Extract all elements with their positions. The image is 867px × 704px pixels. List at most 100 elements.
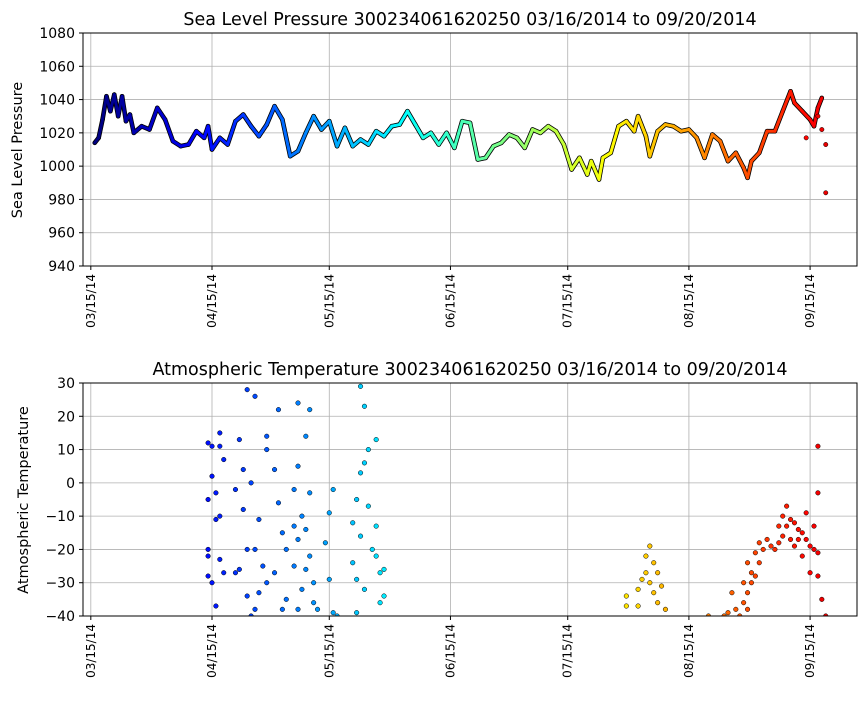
temperature-point: [361, 403, 368, 409]
temperature-point: [784, 523, 790, 529]
temperature-point: [748, 580, 755, 586]
temperature-point: [373, 523, 379, 529]
y-tick-label: 1080: [39, 26, 75, 42]
pressure-segment: [648, 129, 660, 158]
pressure-segment: [644, 134, 652, 158]
pressure-segment: [687, 128, 699, 140]
pressure-segment: [445, 131, 456, 150]
temperature-point: [651, 590, 657, 596]
pressure-segment: [562, 143, 574, 171]
temperature-point: [354, 496, 360, 503]
temperature-point: [205, 546, 211, 552]
pressure-segment: [577, 156, 589, 176]
pressure-segment: [163, 118, 175, 143]
temperature-point: [655, 600, 661, 606]
pressure-segment: [484, 144, 495, 160]
temperature-point: [252, 393, 258, 399]
temperature-point: [357, 470, 364, 476]
pressure-segment: [546, 124, 558, 133]
pressure-segment: [288, 149, 300, 158]
x-tick-label: 07/15/14: [561, 624, 575, 678]
temperature-point: [217, 430, 223, 436]
temperature-point: [291, 523, 297, 529]
pressure-segment: [656, 123, 667, 133]
y-tick-label: −40: [45, 609, 75, 625]
temperature-point: [205, 553, 211, 559]
pressure-segment: [538, 124, 550, 135]
temperature-point: [764, 536, 770, 542]
x-tick-label: 03/15/14: [84, 624, 98, 678]
temperature-point: [291, 563, 297, 569]
temperature-point: [236, 566, 242, 572]
pressure-segment: [218, 136, 230, 147]
temperature-point: [639, 576, 645, 582]
temperature-point: [643, 570, 649, 576]
pressure-segment: [273, 104, 284, 122]
pressure-segment: [636, 114, 648, 138]
temperature-point: [791, 543, 798, 549]
y-tick-label: −10: [45, 509, 75, 525]
pressure-segment: [319, 119, 331, 132]
plot-area: [205, 383, 829, 616]
pressure-segment: [789, 89, 796, 105]
temperature-point: [365, 503, 371, 509]
temperature-point: [373, 553, 379, 559]
temperature-point: [811, 546, 817, 552]
pressure-segment: [757, 129, 769, 155]
pressure-segment: [773, 109, 785, 133]
temperature-point: [357, 383, 364, 389]
y-tick-label: 1000: [39, 159, 75, 175]
temperature-point: [784, 503, 790, 509]
pressure-segment: [710, 133, 722, 143]
pressure-segment: [155, 106, 167, 122]
temperature-point: [295, 606, 301, 612]
temperature-point: [354, 610, 360, 616]
temperature-point: [354, 576, 360, 582]
temperature-point: [815, 550, 821, 556]
pressure-segment: [101, 94, 108, 122]
temperature-point: [756, 540, 762, 546]
temperature-point: [811, 523, 817, 529]
temperature-point: [248, 613, 254, 616]
y-tick-label: 1020: [39, 126, 75, 142]
pressure-segment: [128, 113, 136, 135]
temperature-point: [326, 510, 332, 516]
pressure-segment: [343, 126, 355, 148]
temperature-point: [823, 613, 829, 616]
temperature-point: [744, 560, 751, 566]
pressure-segment: [265, 104, 277, 127]
temperature-point: [752, 573, 758, 579]
temperature-point: [791, 520, 798, 526]
temperature-point: [768, 543, 774, 549]
temperature-point: [295, 536, 301, 542]
temperature-point: [311, 600, 317, 606]
y-tick-label: 20: [57, 409, 75, 425]
y-tick-label: 980: [48, 192, 75, 208]
temperature-point: [760, 546, 766, 552]
x-tick-label: 04/15/14: [205, 624, 219, 678]
pressure-segment: [554, 129, 566, 147]
x-tick-label: 09/15/14: [803, 274, 817, 328]
temperature-point: [303, 566, 309, 572]
temperature-point: [205, 496, 211, 503]
pressure-segment: [210, 136, 222, 151]
temperature-point: [303, 433, 309, 439]
x-tick-label: 08/15/14: [682, 274, 696, 328]
pressure-segment: [366, 129, 378, 147]
pressure-segment: [312, 114, 323, 132]
temperature-point: [787, 536, 794, 542]
temperature-point: [623, 593, 629, 599]
y-tick-label: 1040: [39, 93, 75, 109]
pressure-segment: [452, 119, 464, 150]
temperature-point: [776, 540, 782, 546]
x-tick-label: 06/15/14: [443, 624, 457, 678]
temperature-point: [264, 447, 270, 453]
temperature-point: [232, 570, 239, 576]
pressure-segment: [398, 109, 409, 127]
temperature-point: [279, 606, 285, 612]
pressure-segment: [429, 131, 441, 147]
axes-frame: [82, 32, 858, 267]
grid: [83, 382, 857, 617]
plot-area: [92, 88, 829, 196]
pressure-segment: [437, 131, 449, 147]
